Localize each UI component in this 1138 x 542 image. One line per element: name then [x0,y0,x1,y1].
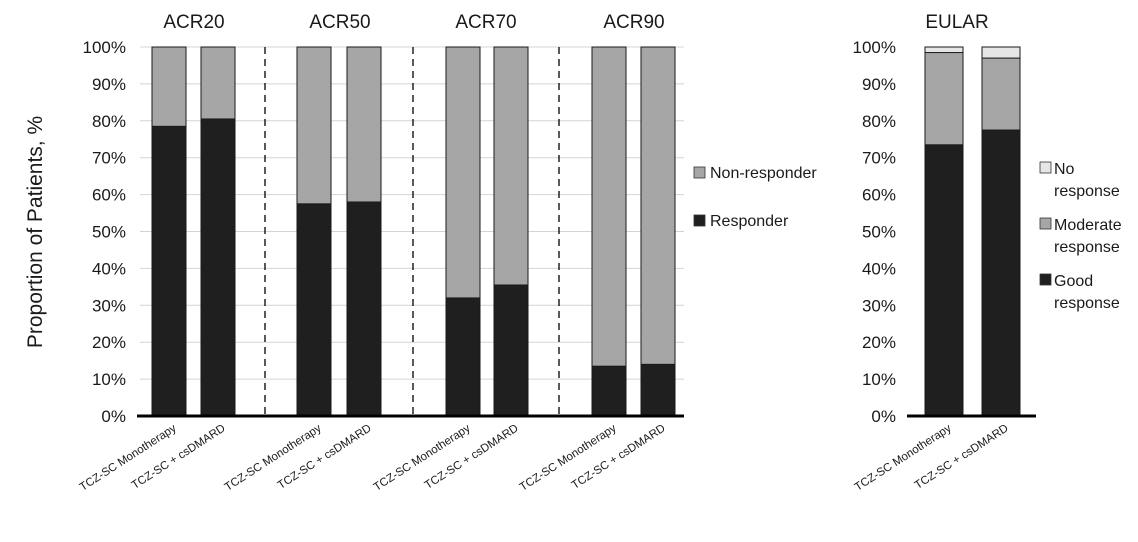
bar-segment-non-responder [200,46,236,120]
panel-title: ACR50 [309,12,370,33]
y-tick-label: 10% [862,370,896,389]
legend-swatch [693,166,706,179]
bar-segment-responder [346,201,382,417]
category-label: TCZ-SC Monotherapy [78,422,179,493]
category-label: TCZ-SC + csDMARD [913,422,1011,491]
acr-y-tick-labels: 0% 10% 20% 30% 40% 50% 60% 70% 80% 90% 100% [83,38,126,426]
y-tick-label: 90% [862,75,896,94]
category-label: TCZ-SC Monotherapy [853,422,954,493]
legend-label: response [1054,295,1120,312]
bar-segment-non-responder [445,46,481,299]
y-tick-label: 50% [92,223,126,242]
eular-response-chart: EULAR 0%10%20%30%40%50%60%70%80%90%100% … [853,12,1122,494]
bar-segment-responder [296,203,332,417]
y-tick-label: 0% [871,407,896,426]
legend-label: response [1054,183,1120,200]
y-tick-label: 100% [83,38,126,57]
bar-segment-non-responder [493,46,529,286]
y-tick-label: 60% [862,186,896,205]
bar-segment-responder [493,284,529,417]
acr-response-chart: 0%10%20%30%40%50%60%70%80%90%100% ACR20 A… [24,12,817,494]
y-axis-label: Proportion of Patients, % [24,116,47,348]
legend-swatch [693,214,706,227]
eular-legend: No response Moderate response Good response [1039,161,1122,312]
bar-segment-responder [151,125,187,417]
legend-label: Responder [710,213,789,230]
category-label: TCZ-SC + csDMARD [570,422,668,491]
eular-y-tick-labels: 0% 10% 20% 30% 40% 50% 60% 70% 80% 90% 100% [853,38,896,426]
panel-dividers [264,47,560,416]
bar-segment-non-responder [640,46,676,365]
y-tick-label: 50% [862,223,896,242]
bar-segment-non-responder [591,46,627,367]
bar-segment-no-response [981,46,1021,59]
panel-title: ACR90 [603,12,664,33]
y-tick-label: 20% [92,333,126,352]
bar-segment-non-responder [151,46,187,127]
eular-bars [924,46,1021,417]
category-label: TCZ-SC Monotherapy [518,422,619,493]
legend-label: response [1054,239,1120,256]
y-tick-label: 10% [92,370,126,389]
y-tick-label: 80% [862,112,896,131]
y-tick-label: 70% [92,149,126,168]
bar-segment-responder [445,297,481,417]
legend-swatch [1039,273,1052,286]
bar-segment-moderate-response [924,52,964,146]
category-label: TCZ-SC + csDMARD [130,422,228,491]
panel-title: ACR70 [455,12,516,33]
y-tick-label: 20% [862,333,896,352]
legend-label: Moderate [1054,217,1122,234]
y-tick-label: 0% [101,407,126,426]
category-label: TCZ-SC Monotherapy [223,422,324,493]
y-tick-label: 30% [92,296,126,315]
bar-segment-moderate-response [981,57,1021,131]
bar-segment-good-response [981,129,1021,417]
y-tick-label: 40% [862,259,896,278]
y-tick-label: 100% [853,38,896,57]
bar-segment-non-responder [346,46,382,203]
eular-title: EULAR [925,12,988,33]
bar-segment-responder [591,365,627,417]
bar-segment-good-response [924,144,964,417]
bar-segment-non-responder [296,46,332,205]
category-label: TCZ-SC + csDMARD [276,422,374,491]
acr-legend: Non-responder Responder [693,165,817,230]
acr-bars [151,46,676,417]
legend-label: Good [1054,273,1093,290]
bar-segment-no-response [924,46,964,54]
legend-swatch [1039,161,1052,174]
y-tick-label: 40% [92,259,126,278]
acr-panel-titles: ACR20 ACR50 ACR70 ACR90 [163,12,664,33]
legend-swatch [1039,217,1052,230]
y-tick-label: 30% [862,296,896,315]
y-tick-label: 60% [92,186,126,205]
bar-segment-responder [200,118,236,417]
y-tick-label: 70% [862,149,896,168]
y-tick-label: 80% [92,112,126,131]
legend-label: No [1054,161,1075,178]
legend-label: Non-responder [710,165,817,182]
y-tick-label: 90% [92,75,126,94]
bar-segment-responder [640,363,676,417]
panel-title: ACR20 [163,12,224,33]
